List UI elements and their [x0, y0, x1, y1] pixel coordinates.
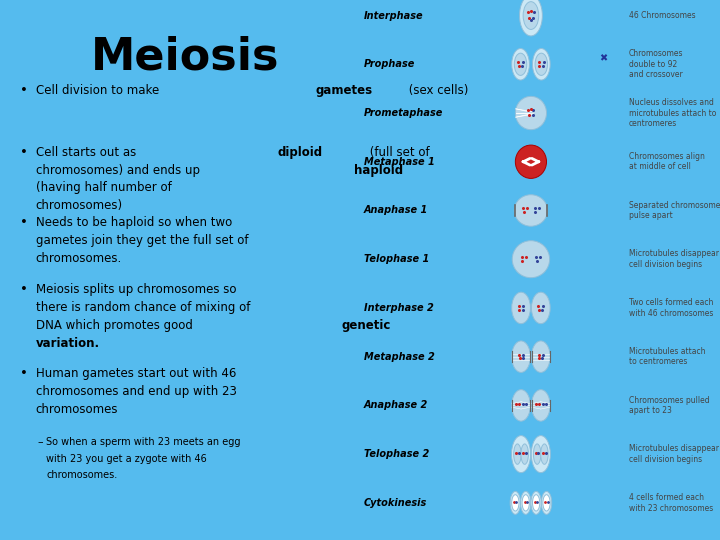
Text: Anaphase 1: Anaphase 1: [364, 206, 428, 215]
Text: gametes: gametes: [315, 84, 373, 97]
Text: with 23 you get a zygote with 46: with 23 you get a zygote with 46: [46, 454, 207, 464]
Ellipse shape: [534, 444, 541, 464]
Text: Metaphase 1: Metaphase 1: [364, 157, 434, 167]
Text: (sex cells): (sex cells): [405, 84, 468, 97]
Ellipse shape: [510, 491, 521, 514]
Text: •: •: [19, 367, 27, 380]
Text: Human gametes start out with 46: Human gametes start out with 46: [36, 367, 236, 380]
Text: Interphase: Interphase: [364, 11, 423, 21]
Text: Prometaphase: Prometaphase: [364, 108, 443, 118]
Text: chromosomes): chromosomes): [36, 199, 123, 212]
Text: Microtubules disappear
cell division begins: Microtubules disappear cell division beg…: [629, 444, 719, 464]
Text: Cell division to make: Cell division to make: [36, 84, 163, 97]
Ellipse shape: [520, 0, 542, 36]
Text: •: •: [19, 284, 27, 296]
Ellipse shape: [535, 53, 547, 76]
Ellipse shape: [543, 495, 550, 511]
Text: Cell starts out as: Cell starts out as: [36, 146, 140, 159]
Text: •: •: [19, 84, 27, 97]
Text: ✖: ✖: [600, 53, 608, 64]
Ellipse shape: [516, 96, 546, 130]
Text: Meiosis splits up chromosomes so: Meiosis splits up chromosomes so: [36, 284, 236, 296]
Text: there is random chance of mixing of: there is random chance of mixing of: [36, 301, 250, 314]
Text: Telophase 1: Telophase 1: [364, 254, 429, 264]
Ellipse shape: [533, 495, 540, 511]
Text: Microtubules attach
to centromeres: Microtubules attach to centromeres: [629, 347, 706, 366]
Ellipse shape: [513, 444, 521, 464]
Text: chromosomes.: chromosomes.: [46, 470, 117, 480]
Ellipse shape: [523, 2, 539, 30]
Text: (having half number of: (having half number of: [36, 181, 171, 194]
Text: Prophase: Prophase: [364, 59, 415, 69]
Text: Meiosis: Meiosis: [91, 35, 279, 78]
Text: 46 Chromosomes: 46 Chromosomes: [629, 11, 696, 20]
Text: genetic: genetic: [341, 319, 390, 332]
Ellipse shape: [522, 495, 529, 511]
Text: Separated chromosomes
pulse apart: Separated chromosomes pulse apart: [629, 201, 720, 220]
Text: chromosomes.: chromosomes.: [36, 252, 122, 265]
Ellipse shape: [531, 341, 550, 373]
Text: Two cells formed each
with 46 chromosomes: Two cells formed each with 46 chromosome…: [629, 298, 714, 318]
Text: (full set of: (full set of: [366, 146, 430, 159]
Text: Chromosomes align
at middle of cell: Chromosomes align at middle of cell: [629, 152, 705, 171]
Text: Microtubules disappear
cell division begins: Microtubules disappear cell division beg…: [629, 249, 719, 269]
Text: gametes join they get the full set of: gametes join they get the full set of: [36, 234, 248, 247]
Text: –: –: [37, 437, 43, 448]
Ellipse shape: [512, 341, 531, 373]
Text: chromosomes and end up with 23: chromosomes and end up with 23: [36, 385, 236, 398]
Text: Metaphase 2: Metaphase 2: [364, 352, 434, 362]
Ellipse shape: [541, 491, 552, 514]
Text: DNA which promotes good: DNA which promotes good: [36, 319, 197, 332]
Text: Anaphase 2: Anaphase 2: [364, 400, 428, 410]
Ellipse shape: [514, 53, 527, 76]
Text: diploid: diploid: [277, 146, 323, 159]
Text: Telophase 2: Telophase 2: [364, 449, 429, 459]
Ellipse shape: [512, 241, 549, 278]
Text: Nucleus dissolves and
microtubules attach to
centromeres: Nucleus dissolves and microtubules attac…: [629, 98, 716, 128]
Ellipse shape: [531, 491, 541, 514]
Text: chromosomes) and ends up: chromosomes) and ends up: [36, 164, 203, 177]
Ellipse shape: [531, 390, 550, 421]
Ellipse shape: [516, 145, 546, 178]
Ellipse shape: [512, 495, 519, 511]
Text: •: •: [19, 146, 27, 159]
Ellipse shape: [533, 49, 550, 80]
Text: variation.: variation.: [36, 337, 100, 350]
Text: 4 cells formed each
with 23 chromosomes: 4 cells formed each with 23 chromosomes: [629, 493, 714, 512]
Text: Interphase 2: Interphase 2: [364, 303, 433, 313]
Text: chromosomes: chromosomes: [36, 403, 118, 416]
Text: Chromosomes pulled
apart to 23: Chromosomes pulled apart to 23: [629, 396, 710, 415]
Text: So when a sperm with 23 meets an egg: So when a sperm with 23 meets an egg: [46, 437, 240, 448]
Text: haploid: haploid: [354, 164, 403, 177]
Ellipse shape: [512, 390, 531, 421]
Ellipse shape: [512, 292, 531, 323]
Text: Cytokinesis: Cytokinesis: [364, 498, 427, 508]
Ellipse shape: [512, 49, 529, 80]
Ellipse shape: [531, 436, 550, 472]
Ellipse shape: [521, 491, 531, 514]
Ellipse shape: [531, 292, 550, 323]
Ellipse shape: [511, 436, 531, 472]
Text: Chromosomes
double to 92
and crossover: Chromosomes double to 92 and crossover: [629, 49, 683, 79]
Ellipse shape: [514, 195, 547, 226]
Text: •: •: [19, 216, 27, 229]
Ellipse shape: [521, 444, 528, 464]
Ellipse shape: [541, 444, 548, 464]
Text: Needs to be haploid so when two: Needs to be haploid so when two: [36, 216, 232, 229]
